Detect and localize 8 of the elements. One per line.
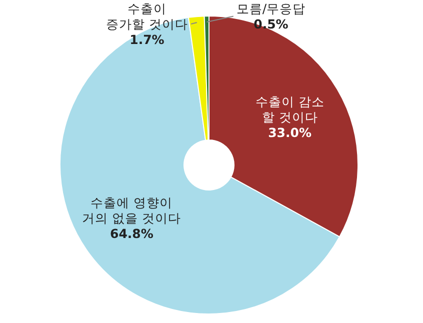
slice-label: 수출이 감소 할 것이다 — [255, 94, 324, 125]
slice-label: 모름/무응답 — [236, 1, 306, 16]
data-label: 0.5% — [254, 16, 289, 32]
data-label: 1.7% — [130, 32, 165, 47]
data-label: 64.8% — [110, 226, 154, 242]
slice-label: 수출에 영향이 거의 없을 것이다 — [82, 195, 182, 226]
slice-label: 수출이 증가할 것이다 — [106, 1, 188, 32]
data-label: 33.0% — [268, 125, 312, 140]
